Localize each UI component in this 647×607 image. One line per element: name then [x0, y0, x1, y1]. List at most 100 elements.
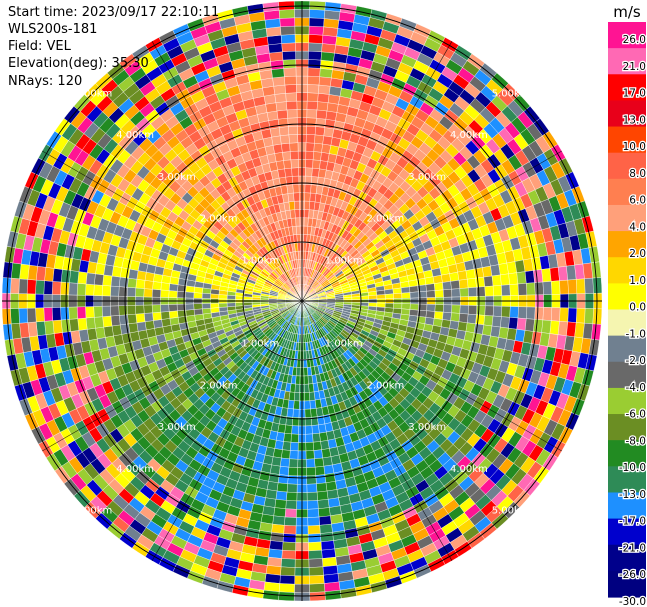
velocity-gate — [285, 92, 297, 102]
velocity-gate — [483, 315, 494, 327]
velocity-gate — [302, 342, 307, 352]
velocity-gate — [325, 110, 338, 121]
velocity-gate — [290, 150, 299, 160]
velocity-gate — [110, 285, 120, 297]
velocity-gate — [305, 442, 314, 452]
velocity-gate — [306, 491, 318, 502]
velocity-gate — [308, 42, 323, 52]
velocity-gate — [60, 319, 71, 333]
velocity-gate — [316, 109, 328, 120]
velocity-gate — [279, 466, 290, 476]
velocity-gate — [306, 475, 317, 485]
velocity-gate — [284, 167, 293, 178]
velocity-gate — [542, 281, 553, 295]
velocity-gate — [286, 483, 298, 493]
velocity-gate — [292, 408, 300, 418]
velocity-gate — [310, 408, 318, 418]
velocity-gate — [272, 76, 286, 87]
velocity-gate — [274, 93, 287, 103]
velocity-gate — [127, 278, 137, 289]
velocity-gate — [210, 303, 220, 309]
velocity-gate — [468, 287, 478, 297]
field-label: Field: VEL — [8, 39, 71, 54]
velocity-gate — [393, 303, 403, 309]
velocity-gate — [557, 321, 568, 336]
velocity-gate — [290, 433, 299, 443]
velocity-gate — [119, 276, 129, 288]
velocity-gate — [425, 310, 436, 319]
range-ring-label: 1.00km — [325, 339, 363, 350]
velocity-gate — [273, 507, 286, 518]
velocity-gate — [324, 472, 336, 483]
velocity-gate — [450, 280, 460, 290]
velocity-gate — [306, 467, 316, 477]
velocity-gate — [321, 548, 336, 559]
velocity-gate — [318, 515, 332, 526]
colorbar-tick-label: -8.0 — [626, 435, 647, 447]
velocity-gate — [309, 583, 326, 593]
velocity-gate — [280, 457, 290, 468]
velocity-gate — [318, 84, 331, 95]
velocity-gate — [323, 127, 335, 138]
velocity-gate — [443, 304, 453, 313]
velocity-gate — [284, 84, 297, 94]
velocity-gate — [508, 272, 519, 285]
velocity-gate — [400, 286, 411, 294]
velocity-gate — [270, 532, 284, 543]
velocity-gate — [524, 270, 535, 284]
velocity-gate — [451, 304, 461, 314]
velocity-gate — [69, 318, 80, 332]
scan-info: Start time: 2023/09/17 22:10:11 WLS200s-… — [8, 4, 219, 90]
velocity-gate — [202, 308, 212, 315]
velocity-gate — [557, 266, 568, 281]
velocity-gate — [135, 279, 146, 289]
velocity-gate — [110, 315, 121, 327]
range-ring-label: 4.00km — [450, 130, 488, 141]
velocity-gate — [492, 285, 503, 297]
range-ring-label: 4.00km — [450, 464, 488, 475]
velocity-gate — [303, 359, 308, 368]
velocity-gate — [284, 516, 297, 527]
velocity-gate — [491, 274, 502, 287]
velocity-gate — [288, 458, 299, 468]
velocity-gate — [592, 308, 603, 325]
range-ring-label: 5.00km — [74, 506, 112, 517]
velocity-gate — [135, 304, 145, 315]
velocity-gate — [307, 500, 319, 510]
velocity-gate — [282, 151, 292, 161]
velocity-gate — [185, 309, 195, 317]
velocity-gate — [459, 304, 469, 315]
velocity-gate — [210, 307, 220, 314]
velocity-gate — [143, 288, 153, 298]
velocity-gate — [280, 566, 296, 577]
range-ring-label: 1.00km — [241, 339, 279, 350]
velocity-gate — [110, 275, 121, 287]
velocity-gate — [549, 320, 560, 335]
velocity-gate — [567, 307, 578, 323]
velocity-gate — [290, 442, 299, 452]
velocity-gate — [305, 433, 314, 443]
velocity-gate — [322, 135, 333, 146]
velocity-gate — [307, 75, 320, 86]
velocity-gate — [318, 507, 331, 518]
velocity-gate — [442, 311, 452, 321]
colorbar-tick-label: 21.0 — [623, 61, 646, 73]
velocity-gate — [322, 456, 333, 467]
range-ring-label: 4.00km — [116, 130, 154, 141]
velocity-gate — [135, 287, 145, 298]
velocity-gate — [169, 317, 180, 326]
velocity-gate — [226, 302, 236, 308]
velocity-gate — [193, 292, 203, 299]
velocity-gate — [311, 424, 320, 435]
velocity-gate — [292, 184, 300, 194]
velocity-gate — [305, 425, 313, 435]
velocity-gate — [283, 525, 297, 535]
velocity-gate — [284, 508, 297, 518]
colorbar-tick-label: -2.0 — [626, 355, 647, 367]
velocity-gate — [576, 278, 586, 294]
velocity-gate — [409, 303, 419, 311]
velocity-gate — [584, 308, 594, 325]
velocity-gate — [393, 293, 403, 299]
colorbar-tick-label: 1.0 — [629, 275, 646, 287]
velocity-gate — [309, 591, 326, 602]
